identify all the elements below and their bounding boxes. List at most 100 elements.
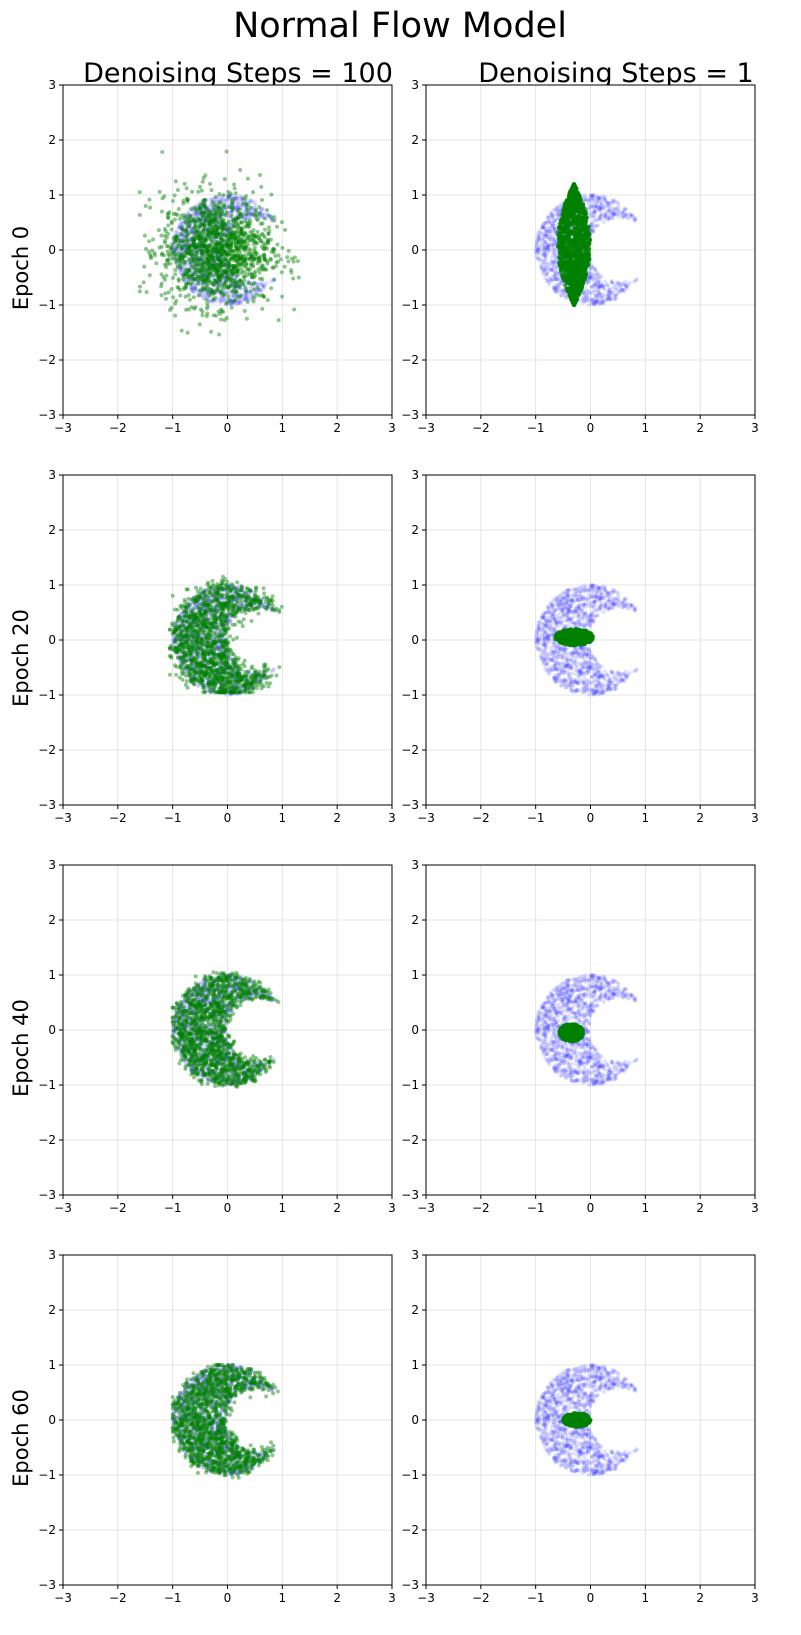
target-point (232, 206, 237, 211)
target-point (209, 197, 214, 202)
target-point (198, 237, 203, 242)
generated-point (186, 293, 191, 298)
generated-point (238, 211, 243, 216)
target-point (190, 208, 195, 213)
target-point (215, 254, 220, 259)
generated-point (243, 212, 248, 217)
target-point (204, 216, 209, 221)
generated-point (242, 274, 247, 279)
generated-point (189, 217, 194, 222)
generated-point (236, 215, 241, 220)
target-point (202, 272, 207, 277)
target-point (229, 209, 234, 214)
generated-point (144, 246, 149, 251)
target-point (194, 208, 199, 213)
target-point (240, 212, 245, 217)
generated-point (195, 274, 200, 279)
generated-point (225, 228, 230, 233)
target-point (225, 232, 230, 237)
generated-point (173, 239, 178, 244)
generated-point (173, 252, 178, 257)
generated-point (258, 221, 263, 226)
generated-point (186, 307, 191, 312)
target-point (204, 208, 209, 213)
target-point (206, 298, 211, 303)
generated-point (199, 188, 204, 193)
target-point (589, 204, 594, 209)
target-point (228, 205, 233, 210)
target-point (543, 267, 548, 272)
generated-point (273, 253, 278, 258)
target-point (191, 249, 196, 254)
target-point (246, 209, 251, 214)
target-point (243, 293, 248, 298)
generated-point (219, 252, 224, 257)
generated-point (147, 273, 152, 278)
target-point (548, 237, 553, 242)
target-point (551, 237, 556, 242)
generated-point (267, 228, 272, 233)
target-point (214, 224, 219, 229)
target-point (193, 262, 198, 267)
generated-point (239, 271, 244, 276)
generated-point (245, 176, 250, 181)
generated-point (173, 313, 178, 318)
row-label-epoch-20: Epoch 20 (9, 609, 33, 707)
generated-point (147, 197, 152, 202)
target-point (179, 239, 184, 244)
target-point (203, 292, 208, 297)
target-point (191, 285, 196, 290)
target-point (206, 208, 211, 213)
target-point (558, 293, 563, 298)
generated-point (156, 228, 161, 233)
target-point (234, 298, 239, 303)
target-point (182, 271, 187, 276)
generated-point (242, 309, 247, 314)
target-point (240, 210, 245, 215)
x-tick-label: 0 (224, 421, 232, 435)
generated-point (564, 228, 569, 233)
generated-point (167, 210, 172, 215)
generated-point (148, 205, 153, 210)
target-point (242, 201, 247, 206)
generated-point (249, 261, 254, 266)
target-point (201, 216, 206, 221)
row-label-epoch-0: Epoch 0 (9, 226, 33, 310)
generated-point (272, 277, 277, 282)
target-point (540, 261, 545, 266)
generated-point (149, 256, 154, 261)
generated-point (250, 190, 255, 195)
generated-point (216, 248, 221, 253)
target-point (218, 259, 223, 264)
generated-point (185, 330, 190, 335)
generated-point (233, 191, 238, 196)
generated-point (175, 212, 180, 217)
target-point (251, 292, 256, 297)
generated-point (209, 188, 214, 193)
target-point (181, 245, 186, 250)
target-point (202, 220, 207, 225)
generated-point (559, 269, 564, 274)
generated-point (210, 254, 215, 259)
target-point (551, 245, 556, 250)
target-point (204, 218, 209, 223)
target-point (248, 212, 253, 217)
target-point (209, 256, 214, 261)
target-point (228, 228, 233, 233)
target-point (217, 232, 222, 237)
target-point (212, 249, 217, 254)
target-point (243, 293, 248, 298)
generated-point (230, 272, 235, 277)
target-point (173, 245, 178, 250)
generated-point (279, 220, 284, 225)
generated-point (219, 226, 224, 231)
generated-point (262, 256, 267, 261)
target-point (200, 210, 205, 215)
generated-point (255, 229, 260, 234)
target-point (225, 273, 230, 278)
x-tick-label: 1 (279, 421, 287, 435)
generated-point (205, 253, 210, 258)
target-point (549, 268, 554, 273)
generated-point (162, 226, 167, 231)
generated-point (228, 235, 233, 240)
